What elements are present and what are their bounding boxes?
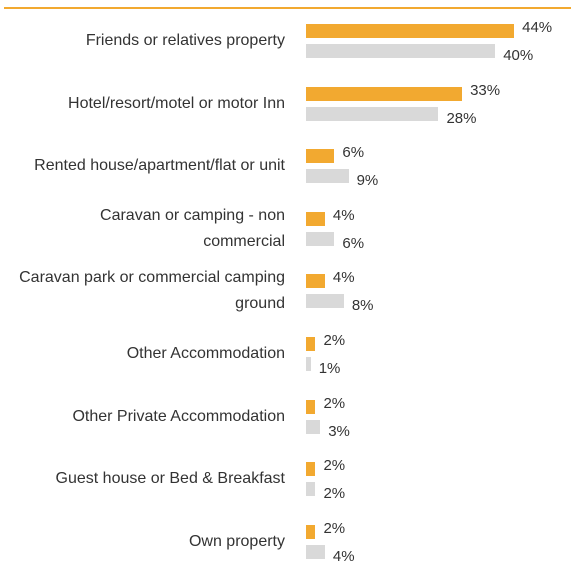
chart: Friends or relatives property 44% 40% Hotel…: [4, 7, 571, 564]
bar: [306, 337, 316, 351]
value-label: 3%: [328, 422, 350, 440]
bar: [306, 211, 325, 226]
bar: [306, 274, 325, 289]
bar: [306, 462, 316, 477]
bar: [306, 231, 335, 246]
bar: [306, 106, 439, 121]
value-label: 8%: [351, 297, 374, 315]
value-label: 4%: [332, 206, 355, 224]
category-label: Other Accommodation: [126, 345, 285, 362]
bar: [306, 524, 316, 539]
bar: [306, 399, 316, 414]
bar: [306, 149, 335, 164]
category-label: Guest house or Bed & Breakfast: [55, 470, 285, 488]
bar: [306, 357, 311, 371]
value-label: 1%: [318, 360, 341, 377]
value-label: 4%: [332, 269, 355, 287]
bar: [306, 169, 349, 184]
value-label: 9%: [356, 172, 379, 190]
bar: [306, 419, 321, 434]
category-label: Caravan or camping - non commercial: [100, 206, 285, 250]
bar: [306, 482, 316, 497]
value-label: 4%: [332, 547, 355, 565]
value-label: 2%: [323, 332, 346, 349]
category-label: Other Private Accommodation: [72, 407, 285, 425]
category-label: Own property: [188, 532, 285, 550]
value-label: 28%: [446, 109, 477, 127]
value-label: 33%: [470, 81, 501, 99]
category-label: Caravan park or commercial camping groun…: [19, 269, 285, 313]
value-label: 2%: [323, 485, 346, 503]
bar: [306, 294, 344, 309]
value-label: 6%: [342, 144, 365, 162]
value-label: 6%: [342, 234, 365, 252]
bar: [306, 86, 463, 101]
value-label: 40%: [503, 47, 534, 64]
category-label: Rented house/apartment/flat or unit: [34, 157, 285, 175]
bar: [306, 24, 515, 38]
value-label: 2%: [323, 519, 346, 537]
top-rule: [4, 7, 571, 9]
bar: [306, 44, 496, 58]
value-label: 44%: [522, 19, 553, 36]
value-label: 2%: [323, 394, 346, 412]
value-label: 2%: [323, 457, 346, 475]
category-label: Friends or relatives property: [85, 32, 285, 49]
category-label: Hotel/resort/motel or motor Inn: [68, 94, 285, 112]
bar: [306, 544, 325, 559]
